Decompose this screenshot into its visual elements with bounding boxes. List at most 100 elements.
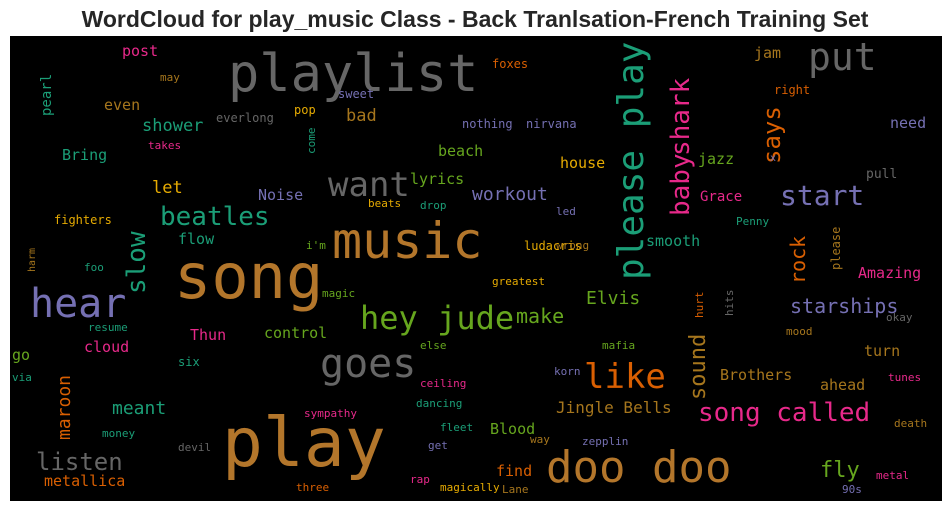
word: x xyxy=(770,153,777,164)
word: doo doo xyxy=(546,442,732,493)
word: metallica xyxy=(44,472,126,490)
word: death xyxy=(894,417,928,430)
word: Blood xyxy=(490,420,536,438)
word-cloud: playlist put play shark baby please play… xyxy=(10,36,942,501)
word: korn xyxy=(554,365,581,378)
word: song xyxy=(174,240,324,313)
word: sweet xyxy=(338,87,375,101)
word: play xyxy=(222,404,386,483)
word: via xyxy=(12,371,32,384)
word: find xyxy=(496,462,533,480)
word: maroon xyxy=(54,374,75,440)
word: metal xyxy=(876,469,910,482)
word: baby xyxy=(666,153,696,216)
word: please play xyxy=(611,41,652,280)
word: hey jude xyxy=(360,299,515,337)
word: music xyxy=(332,212,483,270)
word: six xyxy=(178,355,200,369)
word: okay xyxy=(886,311,913,324)
word: nirvana xyxy=(526,117,577,131)
word: hits xyxy=(723,289,736,317)
word: please xyxy=(829,226,843,270)
word: beatles xyxy=(160,202,270,232)
word: shark xyxy=(666,77,696,156)
word: beats xyxy=(368,197,402,210)
word: jam xyxy=(754,44,782,62)
word: hurt xyxy=(693,291,706,319)
word: shower xyxy=(142,116,204,136)
word: resume xyxy=(88,321,128,334)
word: money xyxy=(102,427,136,440)
word: rock xyxy=(786,235,810,284)
word: lyrics xyxy=(410,170,465,188)
word: mafia xyxy=(602,339,636,352)
word: Noise xyxy=(258,186,304,204)
word: hear xyxy=(30,281,127,327)
word: get xyxy=(428,439,448,452)
word: magically xyxy=(440,481,500,494)
word: tunes xyxy=(888,371,922,384)
word: may xyxy=(160,71,180,84)
word: Thun xyxy=(190,326,227,344)
word: right xyxy=(774,83,811,97)
word: go xyxy=(12,346,31,364)
word: Bring xyxy=(62,146,108,164)
word: devil xyxy=(178,441,212,454)
word: Elvis xyxy=(586,288,641,309)
word: starships xyxy=(790,294,899,318)
word: greatest xyxy=(492,275,545,288)
word: house xyxy=(560,154,606,172)
word: led xyxy=(556,205,576,218)
word: pop xyxy=(294,103,316,117)
word: dancing xyxy=(416,397,463,410)
word: 90s xyxy=(842,483,862,496)
word: Penny xyxy=(736,215,770,228)
word: drop xyxy=(420,199,447,212)
word: control xyxy=(264,324,328,342)
chart-title: WordCloud for play_music Class - Back Tr… xyxy=(81,6,869,32)
word: everlong xyxy=(216,111,274,125)
word: make xyxy=(516,304,565,328)
word: foxes xyxy=(492,57,529,71)
word: pearl xyxy=(39,73,55,116)
word: sympathy xyxy=(304,407,357,420)
word: ludacris xyxy=(524,239,582,253)
word: flow xyxy=(178,230,215,248)
word: fly xyxy=(820,458,860,483)
word: put xyxy=(808,36,877,79)
word: fighters xyxy=(54,213,112,227)
word: pull xyxy=(866,167,898,182)
word: magic xyxy=(322,287,356,300)
word: smooth xyxy=(646,232,701,250)
word: foo xyxy=(84,261,104,274)
word: ceiling xyxy=(420,377,467,390)
word: takes xyxy=(148,139,182,152)
word: even xyxy=(104,96,141,114)
word: jazz xyxy=(698,150,735,168)
word: zepplin xyxy=(582,435,629,448)
word: song called xyxy=(698,398,871,428)
word: harm xyxy=(27,247,38,272)
word: need xyxy=(890,114,927,132)
word: turn xyxy=(864,342,901,360)
word: slow xyxy=(122,231,152,294)
word: Lane xyxy=(502,483,529,496)
word: Jingle Bells xyxy=(556,398,672,417)
word: bad xyxy=(346,106,377,126)
word: sound xyxy=(686,333,711,400)
word: else xyxy=(420,339,447,352)
word: wrong xyxy=(556,239,590,252)
word: Grace xyxy=(700,189,743,205)
word: meant xyxy=(112,398,167,419)
word: nothing xyxy=(462,117,513,131)
word: Amazing xyxy=(858,264,922,282)
word: listen xyxy=(36,448,123,476)
word: cloud xyxy=(84,338,130,356)
word: beach xyxy=(438,142,484,160)
word: i'm xyxy=(306,239,326,252)
word: way xyxy=(530,433,550,446)
word: let xyxy=(152,178,183,198)
word: like xyxy=(584,357,666,397)
word: rap xyxy=(410,473,430,486)
word: fleet xyxy=(440,421,474,434)
